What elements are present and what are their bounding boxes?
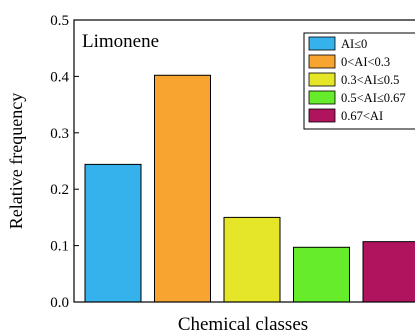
y-tick-label-4: 0.4 [50,69,69,85]
bar-4 [293,246,350,303]
y-tick-label-1: 0.1 [50,239,69,255]
legend-swatch-3 [308,72,336,87]
x-axis-label: Chemical classes [178,314,308,333]
y-axis-label: Relative frequency [6,93,26,229]
y-axis: 0.0 0.1 0.2 0.3 0.4 0.5 [50,13,79,311]
bar-1 [84,163,142,303]
bar-2 [154,74,211,303]
legend-label-4: 0.5<AI≤0.67 [341,91,406,105]
legend-swatch-2 [308,54,336,69]
legend-swatch-1 [308,36,336,51]
legend-swatch-5 [308,108,336,123]
y-tick-label-0: 0.0 [50,295,69,311]
bar-3 [223,216,281,303]
y-tick-label-5: 0.5 [50,13,69,29]
y-tick-label-2: 0.2 [50,182,69,198]
bar-5 [362,241,415,303]
legend-label-2: 0<AI<0.3 [341,55,390,69]
bars [84,74,415,303]
legend-label-1: AI≤0 [341,37,367,51]
legend-swatch-4 [308,90,336,105]
plot-frame [73,19,415,303]
legend: AI≤0 0<AI<0.3 0.3<AI≤0.5 0.5<AI≤0.67 0.67<AI [303,32,415,130]
y-tick-label-3: 0.3 [50,126,69,142]
legend-label-5: 0.67<AI [341,109,383,123]
legend-label-3: 0.3<AI≤0.5 [341,73,399,87]
chart-annotation: Limonene [82,31,159,52]
